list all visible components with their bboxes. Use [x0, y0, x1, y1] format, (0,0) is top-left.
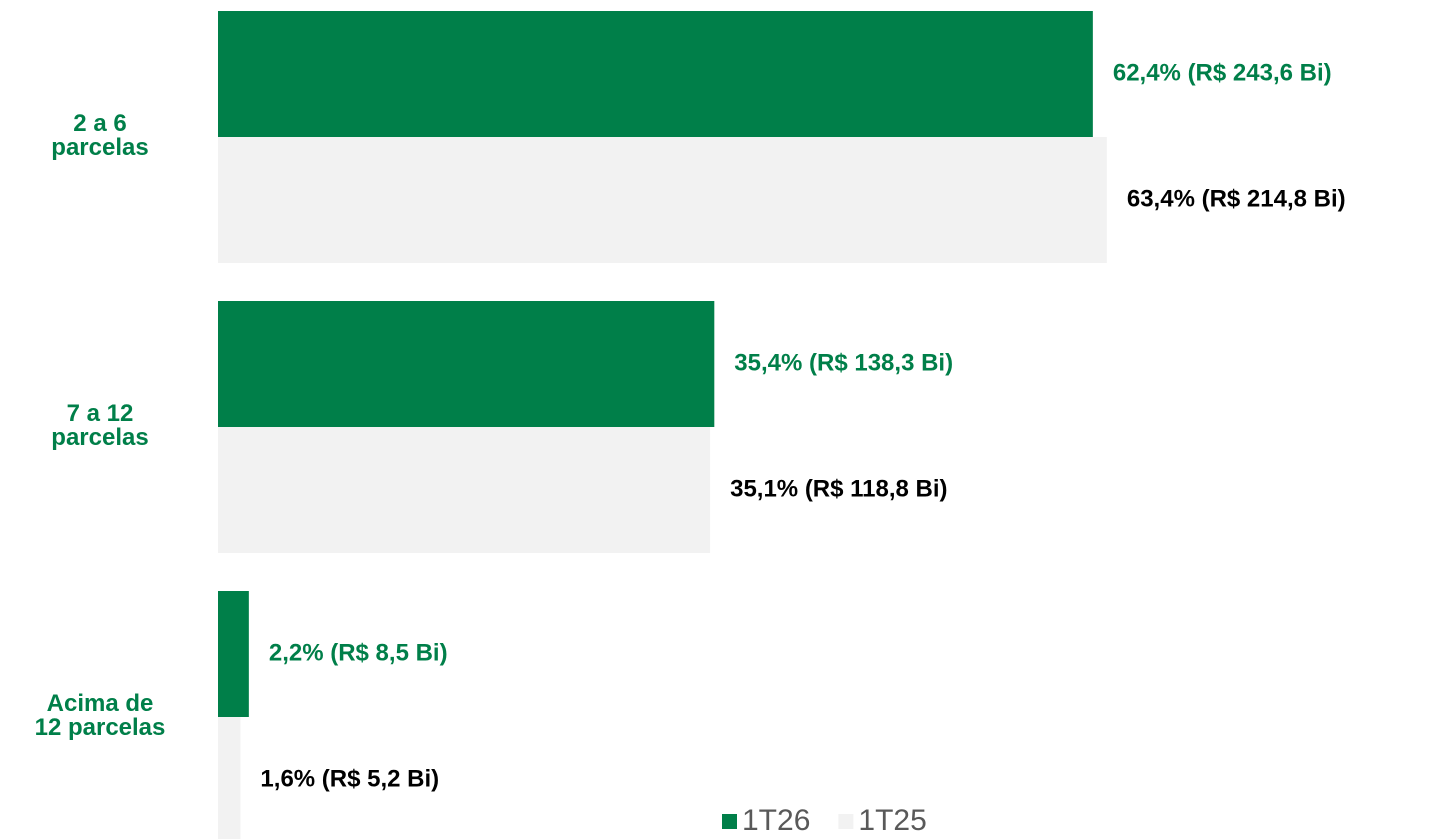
bar [218, 301, 715, 427]
legend-label: 1T26 [742, 804, 810, 837]
bar [218, 427, 711, 553]
category-label: 2 a 6 parcelas [51, 110, 148, 161]
value-label: 35,4% (R$ 138,3 Bi) [734, 349, 953, 376]
value-label: 63,4% (R$ 214,8 Bi) [1127, 185, 1346, 212]
bar [218, 137, 1107, 263]
legend-label: 1T25 [858, 804, 926, 837]
bar [218, 717, 241, 839]
value-label: 1,6% (R$ 5,2 Bi) [260, 765, 439, 792]
value-label: 62,4% (R$ 243,6 Bi) [1113, 59, 1332, 86]
category-label: 7 a 12 parcelas [51, 400, 148, 451]
bar [218, 591, 249, 717]
value-label: 2,2% (R$ 8,5 Bi) [269, 639, 448, 666]
legend-swatch [838, 814, 854, 829]
value-label: 35,1% (R$ 118,8 Bi) [730, 475, 947, 502]
bar [218, 11, 1093, 137]
category-label: Acima de 12 parcelas [35, 690, 166, 741]
legend-swatch [722, 814, 737, 829]
